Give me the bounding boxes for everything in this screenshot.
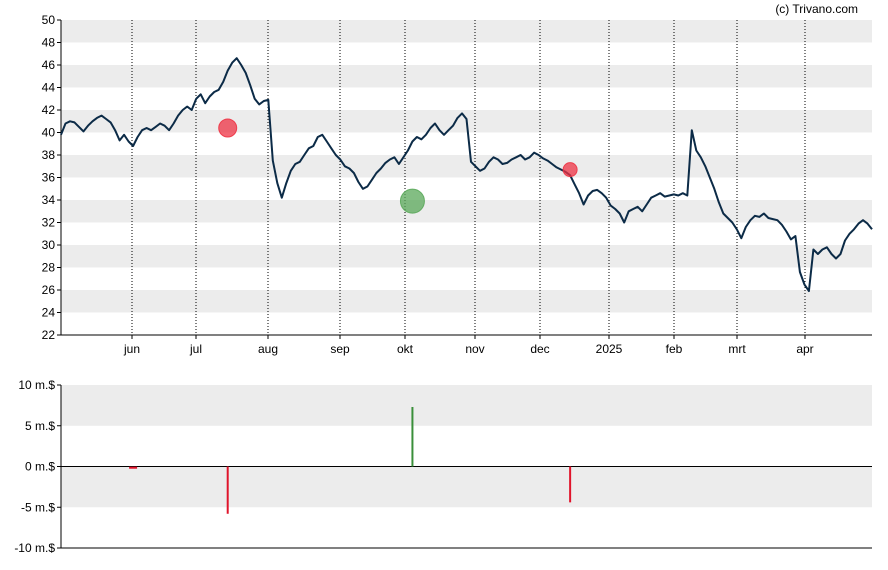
volume-tick-label: 5 m.$ bbox=[25, 419, 55, 433]
month-label: dec bbox=[530, 342, 549, 356]
price-tick-label: 22 bbox=[42, 328, 56, 342]
volume-band bbox=[61, 466, 872, 508]
price-tick-label: 50 bbox=[42, 13, 56, 27]
price-tick-label: 28 bbox=[42, 261, 56, 275]
sell-marker bbox=[218, 118, 238, 138]
price-tick-label: 26 bbox=[42, 283, 56, 297]
price-tick-label: 30 bbox=[42, 238, 56, 252]
month-label: aug bbox=[258, 342, 278, 356]
price-band bbox=[61, 200, 872, 223]
price-tick-label: 24 bbox=[42, 306, 56, 320]
price-tick-label: 38 bbox=[42, 148, 56, 162]
price-band bbox=[61, 155, 872, 178]
price-tick-label: 42 bbox=[42, 103, 56, 117]
price-band bbox=[61, 65, 872, 88]
price-tick-label: 44 bbox=[42, 81, 56, 95]
month-label: nov bbox=[465, 342, 484, 356]
volume-tick-label: 0 m.$ bbox=[25, 460, 55, 474]
buy-marker bbox=[399, 188, 425, 214]
month-label: 2025 bbox=[596, 342, 623, 356]
price-tick-label: 46 bbox=[42, 58, 56, 72]
volume-tick-label: -5 m.$ bbox=[21, 500, 55, 514]
price-band bbox=[61, 290, 872, 313]
price-tick-label: 34 bbox=[42, 193, 56, 207]
month-label: feb bbox=[666, 342, 683, 356]
price-tick-label: 40 bbox=[42, 126, 56, 140]
month-label: mrt bbox=[728, 342, 746, 356]
month-label: okt bbox=[397, 342, 414, 356]
price-tick-label: 48 bbox=[42, 36, 56, 50]
volume-tick-label: 10 m.$ bbox=[18, 378, 55, 392]
month-label: jul bbox=[189, 342, 202, 356]
price-tick-label: 36 bbox=[42, 171, 56, 185]
month-label: apr bbox=[796, 342, 813, 356]
price-band bbox=[61, 245, 872, 268]
volume-band bbox=[61, 385, 872, 426]
price-band bbox=[61, 20, 872, 43]
credit-label: (c) Trivano.com bbox=[775, 2, 858, 16]
month-label: jun bbox=[123, 342, 140, 356]
month-label: sep bbox=[330, 342, 350, 356]
volume-tick-label: -10 m.$ bbox=[14, 541, 55, 555]
price-line bbox=[60, 57, 873, 293]
sell-marker bbox=[562, 162, 578, 178]
price-tick-label: 32 bbox=[42, 216, 56, 230]
